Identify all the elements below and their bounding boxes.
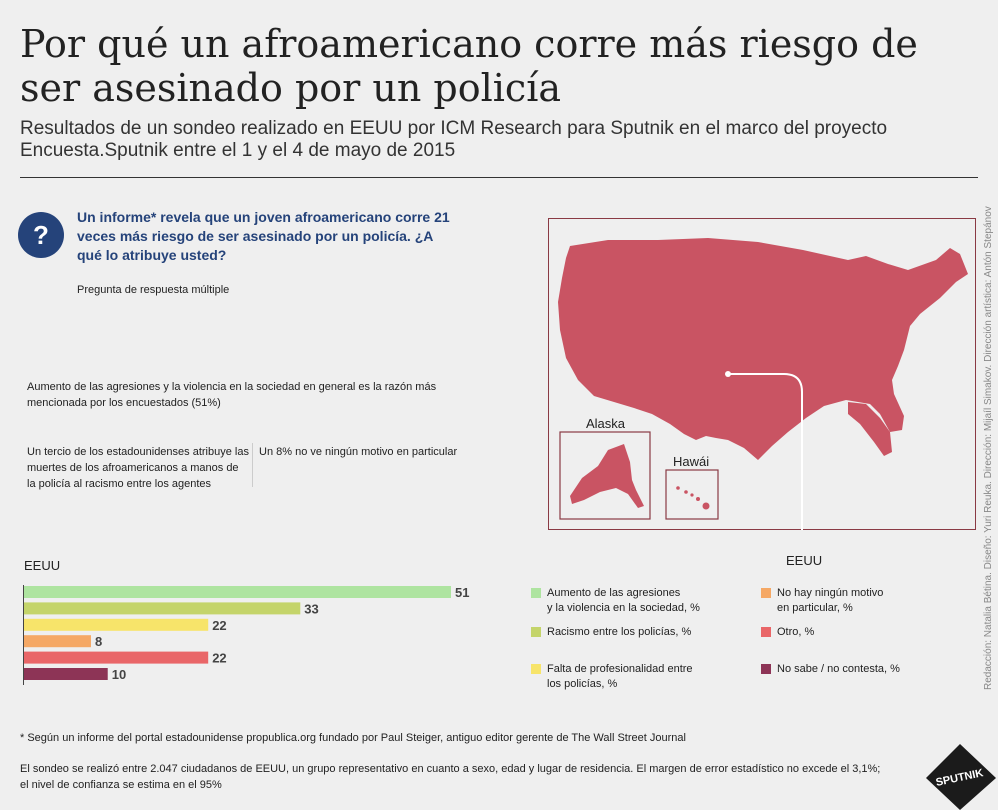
question-note: Pregunta de respuesta múltiple [77, 284, 230, 296]
finding-main: Aumento de las agresiones y la violencia… [27, 381, 437, 409]
bar-value-label: 10 [112, 667, 126, 682]
legend-swatch [761, 627, 771, 637]
legend-swatch [761, 664, 771, 674]
footnote-method-2: el nivel de confianza se estima en el 95… [20, 779, 222, 791]
alaska-shape [570, 444, 644, 508]
question-icon: ? [18, 212, 64, 258]
credits: Redacción: Natalia Bétina. Diseño: Yuri … [983, 206, 994, 690]
hawaii-inset [665, 469, 719, 520]
finding-third: Un tercio de los estadounidenses atribuy… [27, 446, 249, 490]
bar-value-label: 22 [212, 651, 226, 666]
map-country-label: EEUU [786, 553, 823, 568]
alaska-label: Alaska [586, 416, 626, 431]
page-title: Por qué un afroamericano corre más riesg… [20, 22, 918, 110]
hawaii-island [702, 502, 710, 510]
legend-label: No hay ningún motivo en particular, % [777, 587, 884, 614]
sputnik-logo: SPUTNIK [926, 744, 996, 810]
legend-label: Otro, % [777, 626, 815, 638]
hawaii-island [684, 490, 688, 494]
hawaii-island [696, 497, 700, 501]
florida-shape [848, 402, 892, 456]
bar [24, 602, 301, 615]
bar [24, 618, 209, 631]
bar-chart: 51 33 22 8 22 10 [24, 585, 469, 682]
chart-axis [23, 585, 24, 685]
usa-mainland-shape [558, 238, 968, 460]
bar-value-label: 22 [212, 618, 226, 633]
divider [20, 177, 978, 178]
bar [24, 668, 108, 680]
legend-label: Aumento de las agresiones y la violencia … [547, 587, 700, 614]
finding-eight: Un 8% no ve ningún motivo en particular [259, 446, 458, 458]
hawaii-island [676, 486, 680, 490]
bar-value-label: 33 [304, 601, 318, 616]
bar-value-label: 8 [95, 634, 102, 649]
legend-swatch [761, 588, 771, 598]
usa-map [558, 238, 968, 530]
bar [24, 586, 451, 598]
footnote-method-1: El sondeo se realizó entre 2.047 ciudada… [20, 763, 881, 775]
legend-swatch [531, 588, 541, 598]
alaska-inset [559, 431, 651, 520]
question-text: Un informe* revela que un joven afroamer… [77, 209, 450, 263]
legend-swatch [531, 664, 541, 674]
legend-label: No sabe / no contesta, % [777, 663, 900, 675]
hawaii-island [690, 493, 694, 497]
footnote-source: * Según un informe del portal estadounid… [20, 732, 686, 744]
legend-label: Racismo entre los policías, % [547, 626, 692, 638]
legend-swatch [531, 627, 541, 637]
page-subtitle: Resultados de un sondeo realizado en EEU… [20, 118, 888, 161]
legend-label: Falta de profesionalidad entre los policí… [547, 663, 693, 690]
finding-separator [252, 443, 253, 487]
hawaii-label: Hawái [673, 454, 710, 469]
bar-value-label: 51 [455, 585, 469, 600]
chart-title: EEUU [24, 558, 61, 573]
map-frame [548, 218, 976, 530]
bar [24, 635, 91, 648]
bar [24, 651, 209, 664]
map-pointer-line [728, 373, 803, 530]
